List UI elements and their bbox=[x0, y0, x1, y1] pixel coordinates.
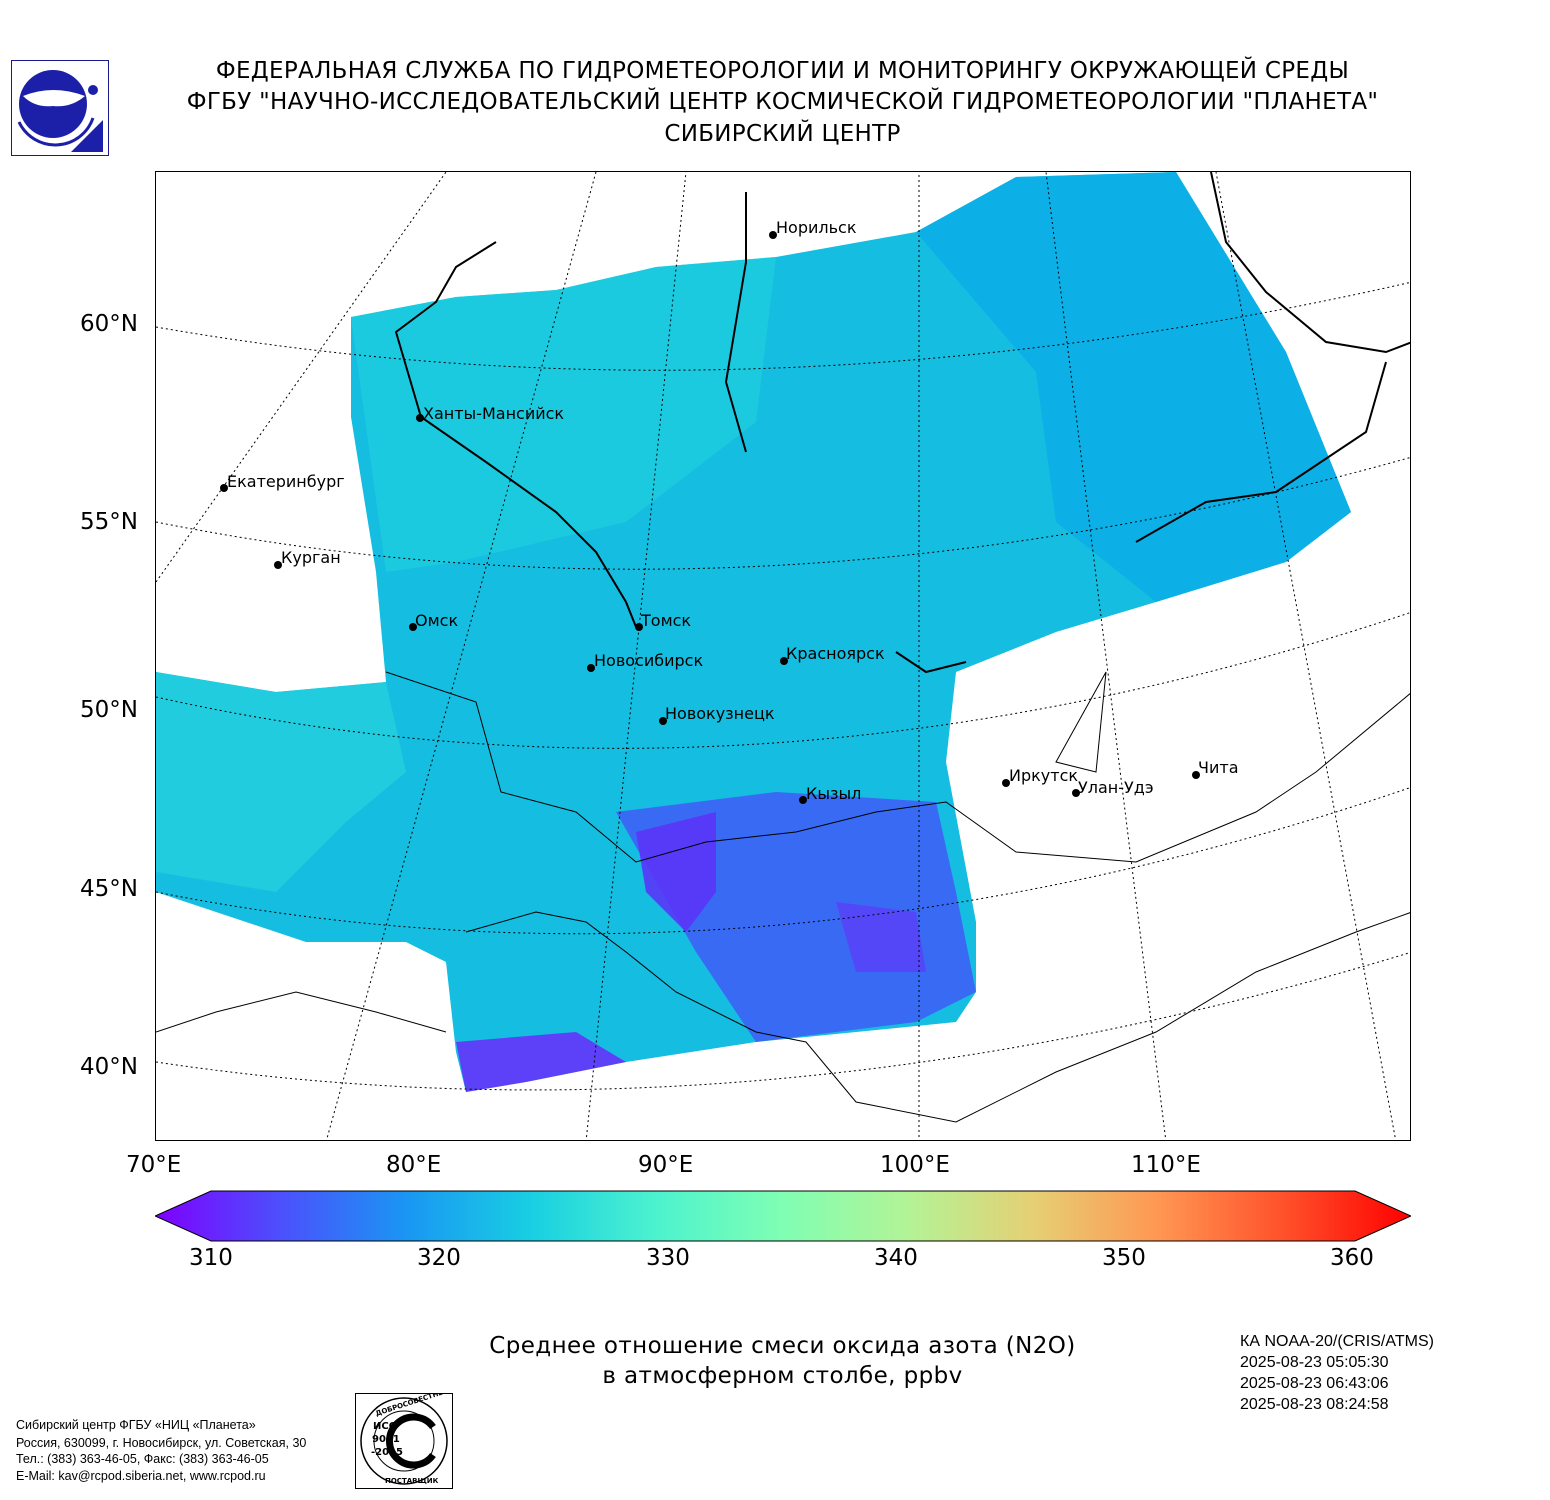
city-label-novokuznetsk: Новокузнецк bbox=[665, 704, 775, 723]
caption-line-1: Среднее отношение смеси оксида азота (N2… bbox=[489, 1333, 1076, 1359]
map-panel bbox=[155, 171, 1411, 1141]
header-line-3: СИБИРСКИЙ ЦЕНТР bbox=[664, 121, 901, 147]
colorbar-tick-320: 320 bbox=[417, 1245, 461, 1271]
lon-label-80: 80°E bbox=[386, 1152, 442, 1178]
header-line-2: ФГБУ "НАУЧНО-ИССЛЕДОВАТЕЛЬСКИЙ ЦЕНТР КОС… bbox=[186, 89, 1379, 115]
city-dot-norilsk bbox=[769, 231, 777, 239]
lat-label-60: 60°N bbox=[80, 311, 138, 337]
data-swath-north bbox=[351, 257, 776, 572]
city-dot-kurgan bbox=[274, 561, 282, 569]
footer-line-1: Сибирский центр ФГБУ «НИЦ «Планета» bbox=[16, 1418, 256, 1432]
lat-label-50: 50°N bbox=[80, 697, 138, 723]
city-dot-novokuznetsk bbox=[659, 717, 667, 725]
city-label-ulan-ude: Улан-Удэ bbox=[1078, 778, 1154, 797]
lon-label-70: 70°E bbox=[126, 1152, 182, 1178]
footer-line-4: E-Mail: kav@rcpod.siberia.net, www.rcpod… bbox=[16, 1469, 266, 1483]
caption-line-2: в атмосферном столбе, ppbv bbox=[602, 1363, 963, 1389]
city-label-kurgan: Курган bbox=[281, 548, 341, 567]
anomaly-low-2 bbox=[636, 812, 716, 932]
city-dot-tomsk bbox=[635, 623, 643, 631]
city-dot-chita bbox=[1192, 771, 1200, 779]
lat-label-40: 40°N bbox=[80, 1054, 138, 1080]
city-label-omsk: Омск bbox=[415, 611, 459, 630]
colorbar-tick-350: 350 bbox=[1102, 1245, 1146, 1271]
colorbar-tick-360: 360 bbox=[1330, 1245, 1374, 1271]
city-label-khanty: Ханты-Мансийск bbox=[423, 404, 565, 423]
city-label-chita: Чита bbox=[1198, 758, 1239, 777]
city-label-irkutsk: Иркутск bbox=[1009, 766, 1079, 785]
header-line-1: ФЕДЕРАЛЬНАЯ СЛУЖБА ПО ГИДРОМЕТЕОРОЛОГИИ … bbox=[215, 58, 1350, 84]
svg-text:ИСО: ИСО bbox=[373, 1421, 397, 1432]
colorbar-tick-340: 340 bbox=[874, 1245, 918, 1271]
svg-text:ПОСТАВЩИК: ПОСТАВЩИК bbox=[385, 1477, 439, 1485]
data-swath-west bbox=[156, 672, 406, 892]
city-label-krasnoyarsk: Красноярск bbox=[786, 644, 885, 663]
satellite-name: КА NOAA-20/(CRIS/ATMS) bbox=[1240, 1333, 1434, 1350]
city-label-norilsk: Норильск bbox=[776, 218, 857, 237]
satellite-time-2: 2025-08-23 06:43:06 bbox=[1240, 1375, 1389, 1392]
svg-text:9001: 9001 bbox=[372, 1434, 400, 1445]
lon-label-90: 90°E bbox=[638, 1152, 694, 1178]
city-dot-krasnoyarsk bbox=[780, 657, 788, 665]
city-label-tomsk: Томск bbox=[641, 611, 692, 630]
footer-line-3: Тел.: (383) 363-46-05, Факс: (383) 363-4… bbox=[16, 1452, 269, 1466]
colorbar-tick-330: 330 bbox=[646, 1245, 690, 1271]
data-swath-east bbox=[916, 172, 1351, 602]
city-dot-khanty bbox=[416, 414, 424, 422]
satellite-time-1: 2025-08-23 05:05:30 bbox=[1240, 1354, 1389, 1371]
iso-badge: ИСО 9001 -2015 ДОБРОСОВЕСТНЫЙ ПОСТАВЩИК bbox=[355, 1393, 453, 1489]
anomaly-low-4 bbox=[456, 1032, 626, 1092]
lon-label-110: 110°E bbox=[1131, 1152, 1201, 1178]
lon-label-100: 100°E bbox=[880, 1152, 950, 1178]
city-dot-kyzyl bbox=[799, 796, 807, 804]
anomaly-low-3 bbox=[836, 902, 926, 972]
city-label-ekb: Екатеринбург bbox=[227, 472, 345, 491]
svg-text:-2015: -2015 bbox=[371, 1447, 403, 1458]
city-label-kyzyl: Кызыл bbox=[806, 784, 862, 803]
colorbar-tick-310: 310 bbox=[189, 1245, 233, 1271]
lat-label-45: 45°N bbox=[80, 876, 138, 902]
footer-line-2: Россия, 630099, г. Новосибирск, ул. Сове… bbox=[16, 1436, 307, 1450]
city-dot-omsk bbox=[409, 623, 417, 631]
borders bbox=[156, 671, 1410, 1123]
city-dot-ulan-ude bbox=[1072, 789, 1080, 797]
lat-label-55: 55°N bbox=[80, 509, 138, 535]
satellite-time-3: 2025-08-23 08:24:58 bbox=[1240, 1396, 1389, 1413]
city-label-novosibirsk: Новосибирск bbox=[594, 651, 704, 670]
city-dot-ekb bbox=[220, 484, 228, 492]
rivers bbox=[394, 172, 1410, 674]
colorbar-body bbox=[155, 1190, 1411, 1242]
city-dot-irkutsk bbox=[1002, 779, 1010, 787]
colorbar bbox=[155, 1190, 1411, 1242]
map-canvas bbox=[156, 172, 1410, 1140]
planeta-logo bbox=[11, 60, 109, 156]
city-dot-novosibirsk bbox=[587, 664, 595, 672]
graticule bbox=[156, 172, 1410, 1140]
